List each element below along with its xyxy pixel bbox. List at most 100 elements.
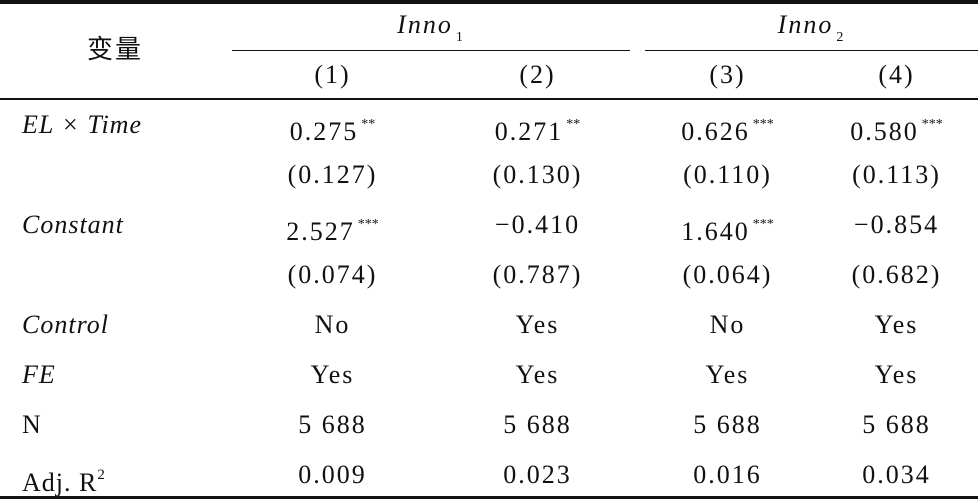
cell-value: No — [709, 310, 746, 339]
group-rule — [645, 50, 978, 51]
cell-value: 0.626 — [681, 117, 750, 146]
label-text: FE — [22, 360, 56, 389]
table-cell: 2.527 *** — [230, 200, 435, 250]
group-header: Inno 1 — [232, 2, 630, 48]
cell-value: 5 688 — [693, 410, 762, 439]
table-cell: Yes — [435, 350, 640, 400]
table-cell: 5 688 — [435, 400, 640, 450]
cell-value: 5 688 — [862, 410, 931, 439]
table-cell: 5 688 — [230, 400, 435, 450]
bottom-rule — [0, 496, 978, 499]
significance-stars: *** — [752, 217, 774, 232]
cell-value: 0.034 — [862, 460, 931, 489]
top-rule — [0, 0, 978, 4]
table-cell: 0.009 — [230, 450, 435, 500]
table-cell: 5 688 — [815, 400, 978, 450]
table-cell: No — [230, 300, 435, 350]
significance-stars: *** — [921, 117, 943, 132]
cell-value: (0.682) — [851, 260, 942, 289]
cell-value: (0.787) — [492, 260, 583, 289]
cell-value: (0.130) — [492, 160, 583, 189]
row-label: N — [22, 400, 230, 450]
cell-value: 5 688 — [298, 410, 367, 439]
row-label: Adj. R2 — [22, 450, 230, 500]
table-cell: (0.064) — [640, 250, 815, 300]
cell-value: (0.074) — [287, 260, 378, 289]
table-cell: Yes — [815, 350, 978, 400]
row-label: FE — [22, 350, 230, 400]
cell-value: Yes — [874, 360, 919, 389]
table-cell: 0.023 — [435, 450, 640, 500]
label-text: N — [22, 410, 42, 439]
column-number: (3) — [709, 60, 746, 89]
table-cell: (0.787) — [435, 250, 640, 300]
cell-value: 0.271 — [494, 117, 564, 146]
column-number: (1) — [314, 60, 351, 89]
table-cell: (0.113) — [815, 150, 978, 200]
column-number: (4) — [878, 60, 915, 89]
cell-value: 1.640 — [681, 217, 750, 246]
label-superscript: 2 — [97, 467, 106, 483]
table-cell: Yes — [435, 300, 640, 350]
significance-stars: *** — [752, 117, 774, 132]
column-number: (2) — [519, 60, 556, 89]
significance-stars: *** — [357, 217, 379, 232]
table-cell: 0.271 ** — [435, 100, 640, 150]
cell-value: Yes — [515, 360, 560, 389]
group-subscript: 2 — [836, 30, 846, 45]
variable-header: 变量 — [86, 35, 143, 64]
cell-value: Yes — [310, 360, 355, 389]
cell-value: 2.527 — [286, 217, 355, 246]
row-label: Constant — [22, 200, 230, 250]
cell-value: (0.110) — [683, 160, 772, 189]
significance-stars: ** — [361, 117, 376, 132]
label-text: EL × Time — [22, 110, 142, 139]
cell-value: 5 688 — [503, 410, 572, 439]
row-label: EL × Time — [22, 100, 230, 150]
label-text: Control — [22, 310, 109, 339]
table-cell: (0.682) — [815, 250, 978, 300]
table-cell: 0.580 *** — [815, 100, 978, 150]
table-cell: −0.410 — [435, 200, 640, 250]
label-text: Constant — [22, 210, 124, 239]
group-header: Inno 2 — [645, 2, 978, 48]
cell-value: 0.275 — [289, 117, 359, 146]
table-cell: Yes — [815, 300, 978, 350]
cell-value: −0.854 — [853, 210, 940, 239]
table-cell: Yes — [230, 350, 435, 400]
table-cell: 0.626 *** — [640, 100, 815, 150]
table-cell: (0.074) — [230, 250, 435, 300]
cell-value: 0.016 — [693, 460, 762, 489]
cell-value: Yes — [705, 360, 750, 389]
table-cell: (0.110) — [640, 150, 815, 200]
cell-value: Yes — [874, 310, 919, 339]
row-label: Control — [22, 300, 230, 350]
table-cell: No — [640, 300, 815, 350]
group-rule — [232, 50, 630, 51]
cell-value: Yes — [515, 310, 560, 339]
cell-value: 0.023 — [503, 460, 572, 489]
cell-value: No — [314, 310, 351, 339]
cell-value: (0.127) — [287, 160, 378, 189]
table-cell: −0.854 — [815, 200, 978, 250]
label-text: Adj. R — [22, 468, 98, 497]
group-subscript: 1 — [455, 30, 465, 45]
mid-rule — [0, 98, 978, 100]
significance-stars: ** — [566, 117, 581, 132]
table-cell: 0.034 — [815, 450, 978, 500]
cell-value: −0.410 — [494, 210, 581, 239]
group-name: Inno — [397, 10, 453, 39]
table-cell: Yes — [640, 350, 815, 400]
table-cell: 0.275 ** — [230, 100, 435, 150]
table-cell: 5 688 — [640, 400, 815, 450]
cell-value: 0.580 — [850, 117, 919, 146]
cell-value: (0.064) — [682, 260, 773, 289]
table-cell: 1.640 *** — [640, 200, 815, 250]
table-cell: (0.130) — [435, 150, 640, 200]
table-cell: 0.016 — [640, 450, 815, 500]
cell-value: 0.009 — [298, 460, 367, 489]
cell-value: (0.113) — [852, 160, 941, 189]
group-name: Inno — [777, 10, 834, 39]
table-cell: (0.127) — [230, 150, 435, 200]
